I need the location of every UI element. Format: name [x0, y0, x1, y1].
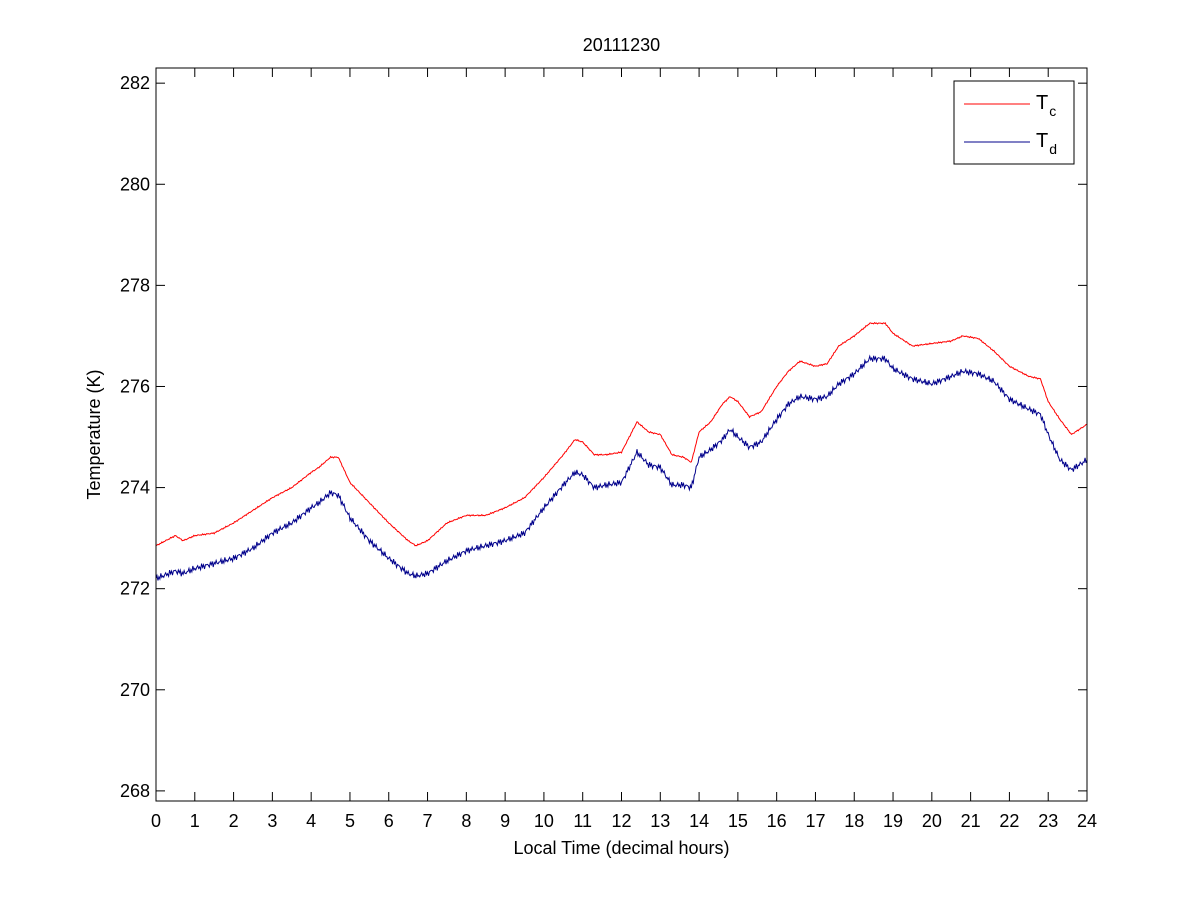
- legend: Tc Td: [953, 80, 1075, 165]
- legend-label-td: Td: [1036, 130, 1057, 157]
- x-tick-label: 17: [805, 811, 825, 831]
- x-tick-label: 23: [1038, 811, 1058, 831]
- x-tick-label: 12: [611, 811, 631, 831]
- series-line-td: [155, 354, 1088, 581]
- y-tick-label: 280: [120, 174, 150, 194]
- x-axis: 0 1 2 3 4 5 6 7 8 9 10 11 12 13 14 15 16 17 18 19 20 21 22 23 24: [151, 68, 1097, 831]
- legend-label-tc: Tc: [1036, 92, 1056, 119]
- y-axis-label: Temperature (K): [84, 369, 104, 499]
- x-tick-label: 1: [190, 811, 200, 831]
- series-line-tc: [155, 321, 1088, 547]
- y-tick-label: 276: [120, 376, 150, 396]
- x-tick-label: 14: [689, 811, 709, 831]
- x-tick-label: 21: [961, 811, 981, 831]
- y-tick-label: 268: [120, 781, 150, 801]
- x-tick-label: 11: [573, 811, 592, 831]
- x-tick-label: 22: [999, 811, 1019, 831]
- chart-title: 20111230: [583, 35, 660, 55]
- x-tick-label: 4: [306, 811, 316, 831]
- x-tick-label: 18: [844, 811, 864, 831]
- series-layer: [155, 321, 1088, 581]
- x-axis-label: Local Time (decimal hours): [513, 838, 729, 858]
- plot-area: [156, 68, 1087, 801]
- x-tick-label: 8: [461, 811, 471, 831]
- x-tick-label: 2: [229, 811, 239, 831]
- x-tick-label: 24: [1077, 811, 1097, 831]
- legend-box: [953, 80, 1075, 165]
- x-tick-label: 20: [922, 811, 942, 831]
- x-tick-label: 16: [767, 811, 787, 831]
- x-tick-label: 19: [883, 811, 903, 831]
- x-tick-label: 15: [728, 811, 748, 831]
- y-tick-label: 282: [120, 73, 150, 93]
- y-tick-label: 272: [120, 579, 150, 599]
- y-tick-label: 274: [120, 478, 150, 498]
- x-tick-label: 3: [267, 811, 277, 831]
- x-tick-label: 6: [384, 811, 394, 831]
- x-tick-label: 13: [650, 811, 670, 831]
- x-tick-label: 7: [423, 811, 433, 831]
- x-tick-label: 9: [500, 811, 510, 831]
- y-axis: 268 270 272 274 276 278 280 282: [120, 73, 1087, 801]
- y-tick-label: 278: [120, 275, 150, 295]
- x-tick-label: 10: [534, 811, 554, 831]
- x-tick-label: 5: [345, 811, 355, 831]
- y-tick-label: 270: [120, 680, 150, 700]
- x-tick-label: 0: [151, 811, 161, 831]
